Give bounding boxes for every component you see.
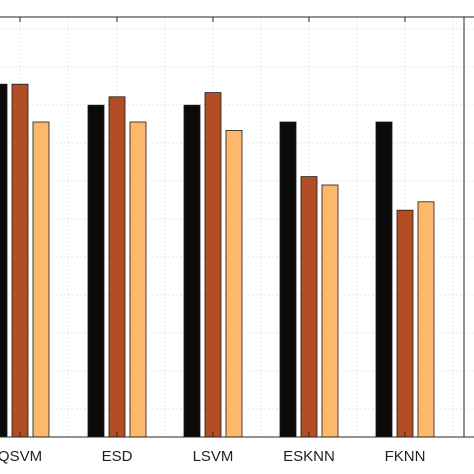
axes bbox=[0, 16, 474, 438]
bar-qsvm-series-3 bbox=[32, 121, 50, 438]
x-tick-label-qsvm: QSVM bbox=[0, 448, 42, 465]
bars bbox=[0, 83, 435, 438]
x-tick-label-fknn: FKNN bbox=[385, 448, 426, 465]
x-tick-label-esknn: ESKNN bbox=[283, 448, 335, 465]
bar-lsvm-series-1 bbox=[183, 104, 201, 438]
bar-lsvm-series-3 bbox=[225, 129, 243, 438]
bar-fknn-series-1 bbox=[375, 121, 393, 438]
x-tick-labels: QSVM ESD LSVM ESKNN FKNN bbox=[0, 448, 425, 465]
bar-esknn-series-2 bbox=[300, 176, 318, 438]
x-tick-label-lsvm: LSVM bbox=[193, 448, 234, 465]
bar-qsvm-series-1 bbox=[0, 83, 8, 438]
bar-esd-series-1 bbox=[87, 104, 105, 438]
bar-esknn-series-3 bbox=[321, 184, 339, 438]
bar-fknn-series-2 bbox=[396, 209, 414, 438]
bar-lsvm-series-2 bbox=[204, 92, 222, 438]
x-tick-label-esd: ESD bbox=[102, 448, 133, 465]
bar-fknn-series-3 bbox=[417, 201, 435, 438]
bar-esknn-series-1 bbox=[279, 121, 297, 438]
bar-esd-series-3 bbox=[129, 121, 147, 438]
bar-qsvm-series-2 bbox=[11, 83, 29, 438]
bar-esd-series-2 bbox=[108, 96, 126, 438]
